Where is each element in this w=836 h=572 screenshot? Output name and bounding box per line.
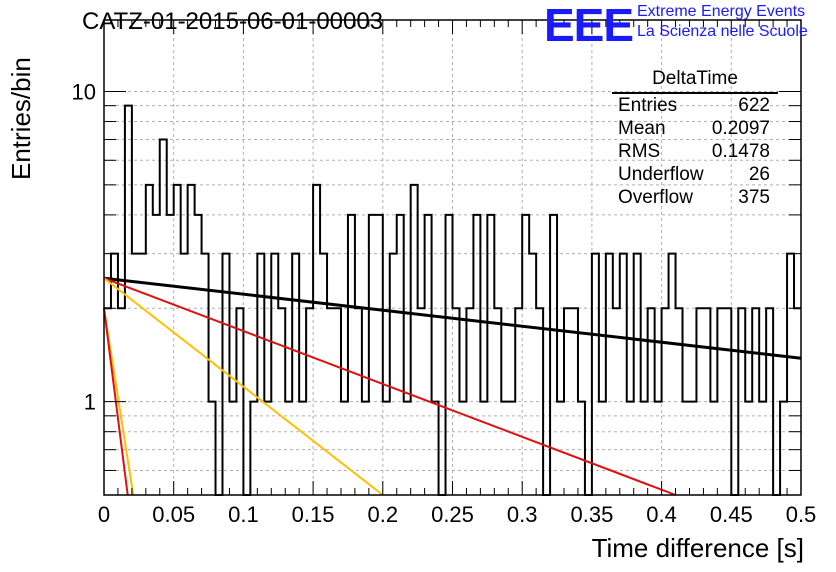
logo-letters: EEE xyxy=(544,0,634,51)
stats-value: 26 xyxy=(748,164,770,185)
stats-box: DeltaTime Entries 622 Mean 0.2097 RMS 0.… xyxy=(612,68,778,209)
logo-line-2: La Scienza nelle Scuole xyxy=(637,23,808,40)
x-tick-label: 0.4 xyxy=(646,502,677,527)
stats-row: Overflow 375 xyxy=(612,186,778,209)
logo-line-1: Extreme Energy Events xyxy=(637,3,806,20)
y-tick-labels: 1 10 xyxy=(72,79,96,414)
stats-value: 375 xyxy=(738,187,770,208)
fit-line xyxy=(103,277,676,496)
x-tick-label: 0.05 xyxy=(152,502,195,527)
x-tick-label: 0.1 xyxy=(228,502,259,527)
stats-label: Mean xyxy=(618,118,666,139)
fit-line xyxy=(103,277,384,496)
x-tick-label: 0.3 xyxy=(507,502,538,527)
stats-label: Overflow xyxy=(618,187,693,208)
chart-title: CATZ-01-2015-06-01-00003 xyxy=(82,8,384,35)
stats-row: RMS 0.1478 xyxy=(612,140,778,163)
x-axis-label: Time difference [s] xyxy=(591,533,804,563)
stats-label: Underflow xyxy=(618,164,704,185)
stats-value: 0.1478 xyxy=(711,141,770,162)
x-tick-label: 0.5 xyxy=(786,502,817,527)
y-tick-label: 10 xyxy=(72,79,96,104)
grid-lines xyxy=(104,20,801,496)
stats-row: Underflow 26 xyxy=(612,163,778,186)
y-axis-label: Entries/bin xyxy=(6,57,36,180)
fit-line xyxy=(103,276,802,360)
x-tick-label: 0.15 xyxy=(292,502,335,527)
eee-logo: EEE xyxy=(544,0,634,51)
x-tick-label: 0.2 xyxy=(368,502,399,527)
stats-row: Mean 0.2097 xyxy=(612,117,778,140)
stats-value: 0.2097 xyxy=(711,118,770,139)
stats-title: DeltaTime xyxy=(612,68,778,94)
x-tick-label: 0 xyxy=(98,502,110,527)
x-tick-labels: 0 0.05 0.1 0.15 0.2 0.25 0.3 0.35 0.4 0.45 0.5 xyxy=(98,502,816,527)
axis-ticks xyxy=(103,20,802,496)
stats-label: Entries xyxy=(618,95,678,116)
x-tick-label: 0.35 xyxy=(570,502,613,527)
stats-value: 622 xyxy=(738,95,770,116)
x-tick-label: 0.25 xyxy=(431,502,474,527)
stats-row: Entries 622 xyxy=(612,94,778,117)
x-tick-label: 0.45 xyxy=(710,502,753,527)
stats-label: RMS xyxy=(618,141,661,162)
y-tick-label: 1 xyxy=(84,390,96,415)
